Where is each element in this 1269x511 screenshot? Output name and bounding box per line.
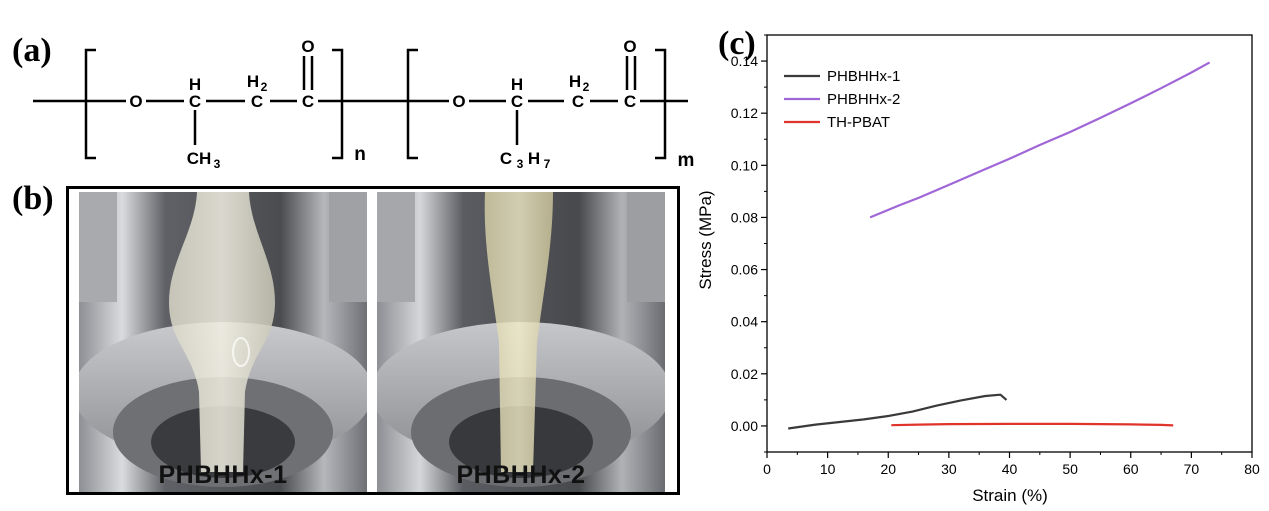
atom-h2-1: H [247, 72, 259, 91]
y-tick-label: 0.00 [731, 418, 758, 434]
panel-label-a: (a) [12, 32, 52, 69]
y-axis-label: Stress (MPa) [696, 190, 715, 289]
x-axis-label: Strain (%) [972, 486, 1048, 505]
x-tick-label: 70 [1184, 461, 1200, 477]
panel-label-b: (b) [12, 180, 54, 217]
panel-label-c: (c) [718, 25, 756, 62]
sub-2-1: 2 [261, 80, 268, 94]
x-tick-label: 60 [1123, 461, 1139, 477]
photo-illustration-2 [377, 192, 665, 492]
sub-3: 3 [214, 157, 221, 171]
ch3-group: CH [187, 149, 212, 168]
series-line-2 [869, 61, 1211, 219]
legend-label-1: PHBHHx-1 [827, 68, 900, 85]
chart-legend: PHBHHx-1 PHBHHx-2 TH-PBAT [784, 68, 900, 131]
x-tick-label: 80 [1244, 461, 1260, 477]
x-tick-label: 30 [941, 461, 957, 477]
c3h7-h: H [528, 149, 540, 168]
y-tick-label: 0.04 [731, 314, 758, 330]
sub-7: 7 [544, 157, 551, 171]
x-tick-label: 20 [880, 461, 896, 477]
sub-3-c3h7: 3 [517, 157, 524, 171]
y-tick-label: 0.12 [731, 105, 758, 121]
sub-2-2: 2 [583, 80, 590, 94]
y-tick-label: 0.10 [731, 157, 758, 173]
photo-panel: PHBHHx-1 [66, 186, 680, 495]
x-tick-label: 0 [763, 461, 771, 477]
y-tick-label: 0.14 [731, 53, 758, 69]
legend-label-2: PHBHHx-2 [827, 91, 900, 108]
atom-c-1: C [189, 92, 201, 111]
atom-o-3: O [452, 92, 465, 111]
c3h7-c: C [500, 149, 512, 168]
stress-strain-chart: 0 10 20 30 40 50 60 70 80 0.00 0.02 0.04 0.06 0.08 0.1… [696, 34, 1260, 505]
atom-c-3: C [302, 92, 314, 111]
atom-c-4: C [511, 92, 523, 111]
atom-h2-2: H [569, 72, 581, 91]
chart-ticks: 0 10 20 30 40 50 60 70 80 0.00 0.02 0.04 0.06 0.08 0.1… [731, 34, 1260, 477]
x-tick-label: 50 [1062, 461, 1078, 477]
legend-label-3: TH-PBAT [827, 114, 890, 131]
x-tick-label: 40 [1002, 461, 1018, 477]
x-tick-label: 10 [820, 461, 836, 477]
photo-illustration-1 [79, 192, 367, 492]
repeat-n: n [354, 144, 366, 165]
atom-h-1: H [189, 75, 201, 94]
chart-series [788, 61, 1211, 430]
atom-h-2: H [511, 75, 523, 94]
atom-c-5: C [572, 92, 584, 111]
atom-o-1: O [129, 92, 142, 111]
y-tick-label: 0.06 [731, 262, 758, 278]
photo-phbhhx-2: PHBHHx-2 [377, 192, 665, 492]
atom-o-2: O [301, 37, 314, 56]
series-line-3 [891, 422, 1174, 427]
y-tick-label: 0.08 [731, 209, 758, 225]
atom-c-6: C [624, 92, 636, 111]
series-line-1 [788, 393, 1008, 430]
atom-c-2: C [251, 92, 263, 111]
photo-caption-2: PHBHHx-2 [456, 461, 586, 489]
atom-o-4: O [623, 37, 636, 56]
photo-phbhhx-1: PHBHHx-1 [79, 192, 367, 492]
y-tick-label: 0.02 [731, 366, 758, 382]
photo-caption-1: PHBHHx-1 [158, 461, 288, 489]
repeat-m: m [678, 150, 695, 171]
chemical-structure: O H C H 2 C C O CH 3 n O H C H 2 C C O C… [33, 37, 695, 171]
